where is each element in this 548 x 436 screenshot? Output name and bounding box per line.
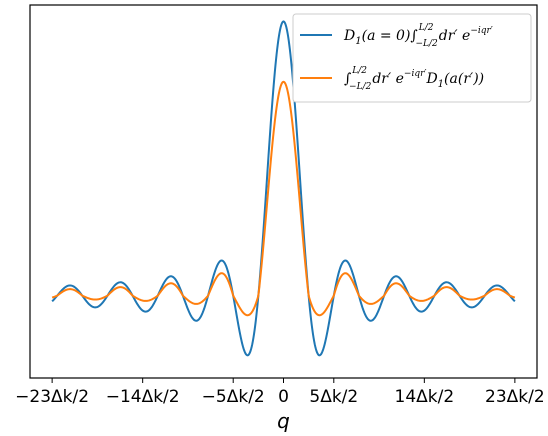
legend-label-series-1: D1(a = 0)∫L/2 −L/2dr′ e−iqr′ [343,23,493,49]
x-tick-label: 14Δk/2 [395,387,455,407]
series-line-1 [51,20,516,357]
legend: D1(a = 0)∫L/2 −L/2dr′ e−iqr′ ∫L/2 −L/2dr′ … [292,13,532,103]
legend-box [292,13,532,103]
x-tick-label: 0 [278,387,289,407]
legend-label-series-2: ∫L/2 −L/2dr′ e−iqr′D1(a(r′)) [344,66,484,92]
x-tick-label: 5Δk/2 [309,387,358,407]
x-tick-label: −5Δk/2 [202,387,265,407]
series-line-2 [51,80,516,317]
x-axis-label: q [277,409,290,433]
x-tick-label: −23Δk/2 [15,387,89,407]
series-group [51,20,516,357]
x-tick-label: 23Δk/2 [485,387,545,407]
x-axis-ticks: −23Δk/2 −14Δk/2 −5Δk/2 0 5Δk/2 14Δk/2 23Δk/2 [15,378,545,407]
x-tick-label: −14Δk/2 [106,387,180,407]
